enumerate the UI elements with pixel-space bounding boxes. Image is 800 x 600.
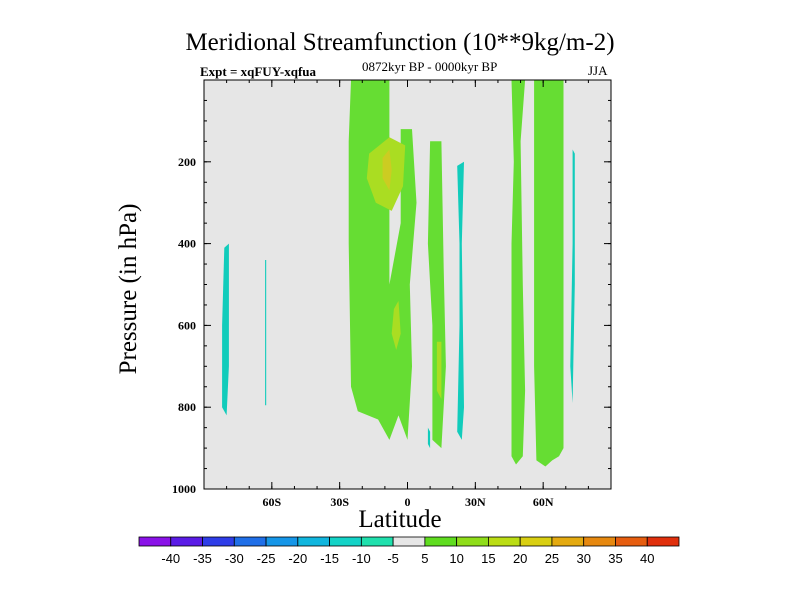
colorbar-label: -30 [225,551,244,566]
y-tick-label: 200 [178,155,196,169]
colorbar-labels: -40 -35 -30 -25 -20 -15 -10 -5 5 10 15 20 25 30 35 40 [161,551,654,566]
teal-band-northern-tropics [457,161,464,440]
colorbar-box [392,536,426,547]
colorbar-box [360,536,394,547]
x-tick-label: 30N [465,495,486,509]
y-tick-label: 600 [178,318,196,332]
teal-speck-equator [427,427,431,449]
colorbar-label: 35 [608,551,622,566]
colorbar-box [551,536,585,547]
colorbar-box [329,536,362,547]
y-tick-label: 1000 [172,482,196,496]
colorbar-box [233,536,267,547]
lime-core-northern-tropics [436,341,442,399]
green-band-northern-high-latitudes [534,80,564,467]
axis-tick-labels: 60S 30S 0 30N 60N 200 400 600 800 1000 [172,155,554,509]
x-tick-label: 30S [330,495,349,509]
teal-sliver-northern-high-latitudes [570,149,575,404]
colorbar-label: 30 [576,551,590,566]
green-band-northern-midlatitudes [511,80,526,465]
colorbar-box [265,536,299,547]
colorbar-label: -5 [387,551,399,566]
colorbar-label: -20 [288,551,307,566]
colorbar-label: 5 [421,551,428,566]
colorbar-box [202,536,235,547]
x-axis-title: Latitude [358,506,442,533]
period-subtitle: 0872kyr BP - 0000kyr BP [362,59,498,74]
contour-regions [222,80,575,467]
colorbar-box [456,536,489,547]
y-tick-label: 800 [178,400,196,414]
x-tick-label: 60S [262,495,281,509]
colorbar-label: -40 [161,551,180,566]
colorbar-box [170,536,203,547]
colorbar-box [297,536,330,547]
lime-core-lower [391,300,401,350]
colorbar: -40 -35 -30 -25 -20 -15 -10 -5 5 10 15 20 25 30 35 40 [138,536,680,566]
colorbar-label: 15 [481,551,495,566]
colorbar-box [615,536,648,547]
experiment-subtitle: Expt = xqFUY-xqfua [200,64,317,79]
season-subtitle: JJA [588,63,608,78]
colorbar-box [646,536,680,547]
colorbar-label: -35 [193,551,212,566]
colorbar-box [138,536,172,547]
contour-plot: 60S 30S 0 30N 60N 200 400 600 800 1000 [172,79,612,509]
plot-frame [203,79,612,490]
colorbar-box [583,536,616,547]
colorbar-label: 10 [449,551,463,566]
yellow-core-center [382,149,392,191]
colorbar-label: -25 [257,551,276,566]
colorbar-boxes [138,536,680,547]
colorbar-box [424,536,458,547]
y-tick-label: 400 [178,237,196,251]
teal-band-southern-high-latitudes [222,243,229,416]
colorbar-label: -15 [320,551,339,566]
x-tick-label: 0 [405,495,411,509]
colorbar-label: 25 [545,551,559,566]
colorbar-label: 20 [513,551,527,566]
colorbar-box [519,536,553,547]
colorbar-box [488,536,521,547]
teal-sliver-southern-high-latitudes [265,260,267,406]
chart-title: Meridional Streamfunction (10**9kg/m-2) [185,29,615,56]
colorbar-label: -10 [352,551,371,566]
green-band-southern-subtropics [348,80,417,440]
colorbar-label: 40 [640,551,654,566]
x-tick-label: 60N [533,495,554,509]
